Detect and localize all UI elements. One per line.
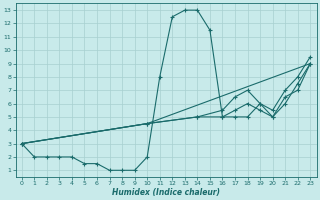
X-axis label: Humidex (Indice chaleur): Humidex (Indice chaleur) <box>112 188 220 197</box>
